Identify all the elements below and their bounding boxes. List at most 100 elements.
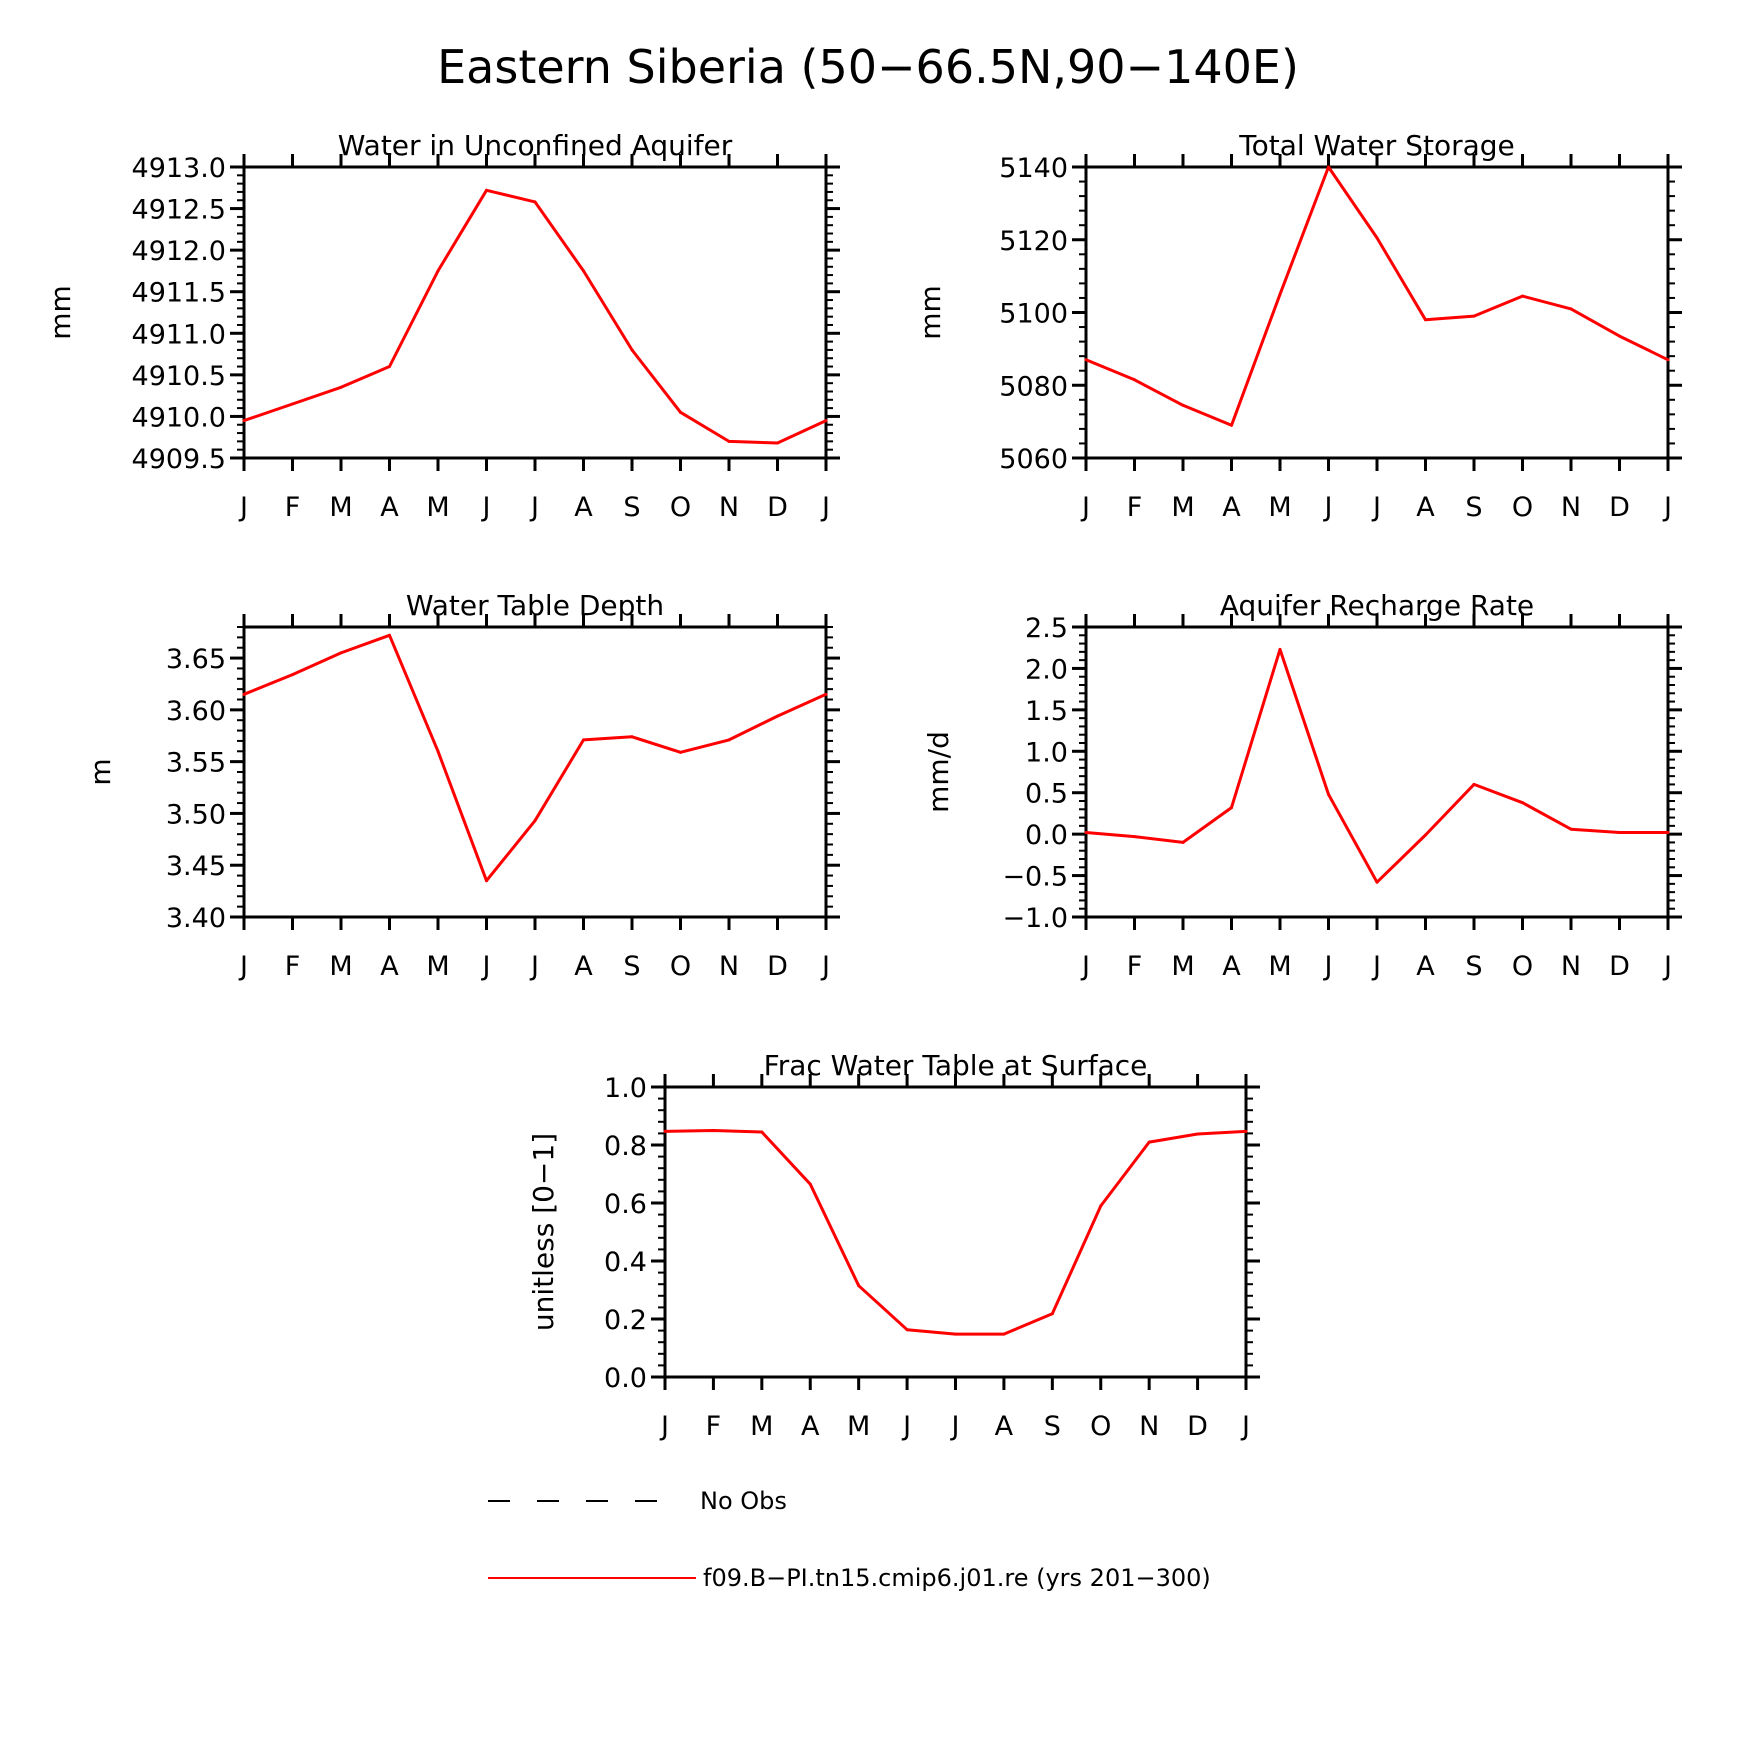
data-point	[760, 1130, 764, 1134]
data-point	[1133, 835, 1136, 839]
x-tick-label: A	[1416, 492, 1435, 523]
y-tick-label: 5140	[999, 153, 1068, 184]
series-line	[664, 1129, 1247, 1336]
x-tick-label: N	[1139, 1411, 1159, 1442]
x-tick-label: F	[1127, 492, 1143, 523]
x-tick-label: M	[1268, 951, 1291, 982]
y-tick-label: 4912.5	[132, 195, 226, 226]
x-tick-label: J	[1371, 492, 1381, 523]
x-tick-label: A	[995, 1411, 1014, 1442]
y-tick-label: 0.2	[604, 1305, 647, 1336]
y-axis-label: unitless [0−1]	[527, 1133, 560, 1331]
y-tick-label: 2.0	[1025, 654, 1068, 685]
x-tick-label: D	[767, 951, 788, 982]
data-point	[1424, 833, 1427, 837]
legend-model-label: f09.B−PI.tn15.cmip6.j01.re (yrs 201−300)	[703, 1564, 1211, 1592]
series-line	[1085, 165, 1669, 427]
data-point	[1375, 236, 1379, 240]
data-point	[808, 1182, 812, 1186]
y-tick-label: 0.0	[604, 1363, 647, 1394]
x-tick-label: N	[719, 492, 739, 523]
data-point	[1278, 292, 1282, 296]
y-tick-label: 4912.0	[132, 236, 226, 267]
data-point	[1569, 307, 1573, 311]
data-point	[582, 738, 585, 742]
y-tick-label: 3.55	[166, 748, 226, 779]
series-line	[1085, 647, 1668, 884]
legend-obs-label: No Obs	[700, 1487, 787, 1515]
data-point	[485, 879, 488, 883]
x-tick-label: M	[329, 492, 352, 523]
x-tick-label: J	[1323, 492, 1333, 523]
x-tick-label: A	[801, 1411, 820, 1442]
x-tick-label: J	[238, 492, 248, 523]
y-tick-label: 1.0	[604, 1073, 647, 1104]
data-point	[291, 402, 294, 406]
data-point	[1666, 830, 1670, 834]
x-tick-label: A	[380, 951, 399, 982]
x-tick-label: F	[1127, 951, 1143, 982]
data-point	[1084, 358, 1088, 362]
plot-frame	[242, 625, 828, 919]
data-point	[1521, 801, 1524, 805]
x-tick-label: J	[1080, 492, 1090, 523]
x-tick-label: A	[1222, 951, 1241, 982]
x-tick-label: A	[574, 492, 593, 523]
y-tick-label: 0.6	[604, 1189, 647, 1220]
y-axis-label: mm	[44, 285, 77, 340]
x-tick-label: S	[623, 951, 640, 982]
x-tick-label: J	[1371, 951, 1381, 982]
y-tick-label: 4911.5	[132, 278, 226, 309]
data-point	[1099, 1204, 1103, 1208]
x-tick-label: S	[623, 492, 640, 523]
data-point	[533, 200, 537, 204]
y-tick-label: 4909.5	[132, 444, 226, 475]
data-point	[436, 749, 440, 753]
x-tick-label: D	[1187, 1411, 1208, 1442]
y-tick-label: 5060	[999, 444, 1068, 475]
x-tick-label: J	[820, 492, 830, 523]
x-tick-label: O	[1512, 951, 1533, 982]
plot-frame	[1084, 625, 1670, 919]
data-point	[630, 348, 634, 352]
x-tick-label: D	[767, 492, 788, 523]
data-point	[1618, 334, 1621, 338]
data-point	[1050, 1312, 1054, 1316]
data-point	[630, 735, 634, 739]
data-point	[727, 738, 731, 742]
x-tick-label: A	[1222, 492, 1241, 523]
y-tick-label: 5080	[999, 371, 1068, 402]
x-tick-label: N	[1561, 492, 1581, 523]
y-tick-label: 3.50	[166, 799, 226, 830]
data-point	[1133, 378, 1136, 382]
x-tick-label: M	[1171, 492, 1194, 523]
y-tick-label: 1.5	[1025, 696, 1068, 727]
data-point	[1084, 830, 1088, 834]
x-tick-label: M	[1171, 951, 1194, 982]
y-tick-label: 0.4	[604, 1247, 647, 1278]
data-point	[1327, 165, 1330, 169]
y-tick-label: 0.8	[604, 1131, 647, 1162]
data-point	[388, 365, 391, 369]
y-tick-label: 5120	[999, 226, 1068, 257]
data-point	[1002, 1332, 1006, 1336]
data-point	[663, 1129, 667, 1133]
x-tick-label: D	[1609, 951, 1630, 982]
plot-frame	[1084, 165, 1670, 460]
x-tick-label: M	[750, 1411, 773, 1442]
x-tick-label: O	[1090, 1411, 1111, 1442]
data-point	[388, 633, 391, 637]
data-point	[339, 651, 343, 655]
data-point	[1244, 1129, 1248, 1133]
y-axis-label: m	[84, 758, 117, 785]
x-tick-label: F	[285, 492, 301, 523]
data-point	[857, 1284, 861, 1288]
y-axis-label: mm/d	[922, 731, 955, 813]
y-tick-label: 2.5	[1025, 613, 1068, 644]
data-point	[1230, 423, 1233, 427]
x-tick-label: J	[820, 951, 830, 982]
data-point	[711, 1129, 715, 1132]
data-point	[776, 441, 779, 445]
x-tick-label: J	[238, 951, 248, 982]
